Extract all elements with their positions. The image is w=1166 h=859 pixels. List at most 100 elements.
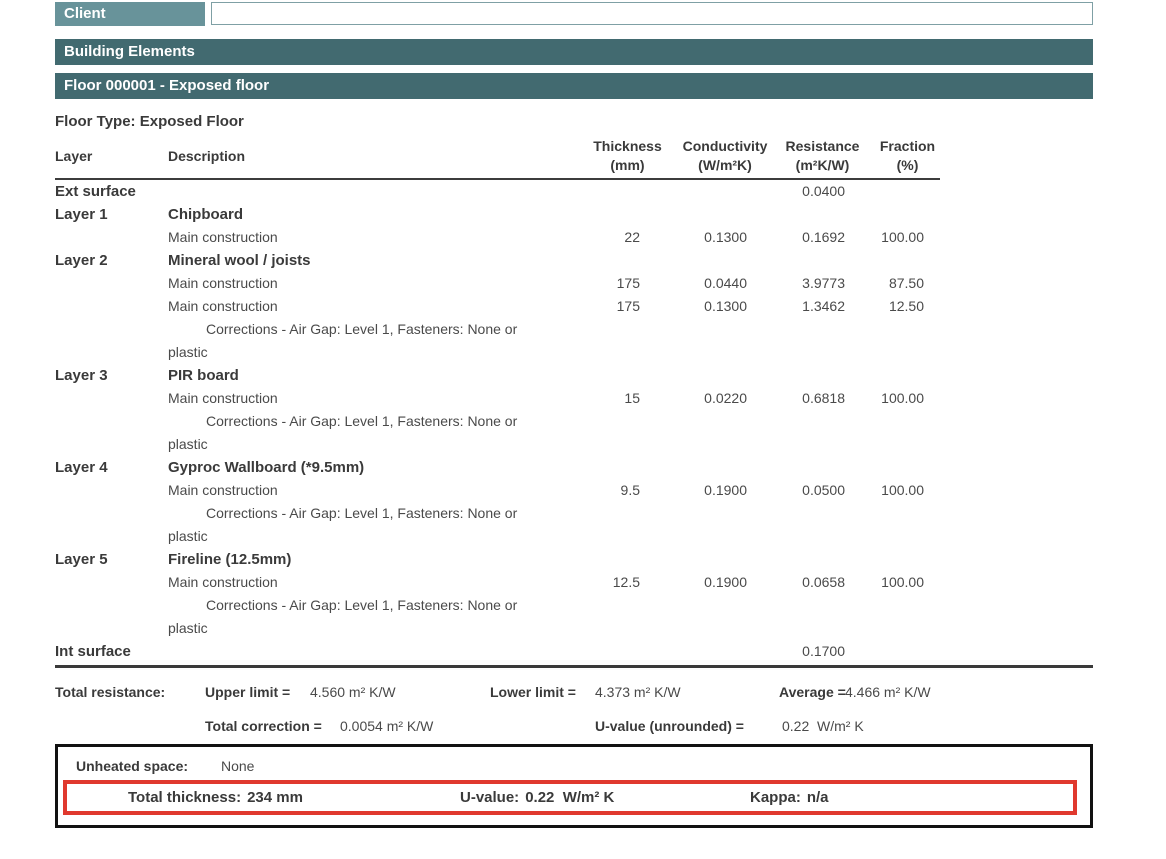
conductivity-cell: [680, 640, 770, 663]
col-header-layer: Layer: [55, 147, 93, 164]
layer-cell: [55, 410, 168, 456]
uvalue-unrounded-label: U-value (unrounded) =: [595, 718, 744, 734]
layer-cell: [55, 502, 168, 548]
client-input[interactable]: [211, 2, 1093, 25]
correction-note: Corrections - Air Gap: Level 1, Fastener…: [168, 502, 940, 548]
uvalue-item: U-value: 0.22 W/m² K: [460, 784, 614, 811]
report-page: Client Building Elements Floor 000001 - …: [55, 2, 1093, 828]
resistance-value: 3.9773: [802, 275, 845, 291]
upper-limit-value: 4.560 m² K/W: [310, 684, 396, 700]
conductivity-value: 0.1900: [704, 482, 747, 498]
layer-label: Layer 4: [55, 459, 108, 476]
table-body: Ext surface 0.0400 Layer 1 Chipboard Main co…: [55, 180, 940, 663]
fraction-value: 100.00: [881, 482, 924, 498]
layer-description: Mineral wool / joists: [168, 252, 311, 269]
thickness-cell: [575, 180, 680, 203]
kappa-item: Kappa: n/a: [750, 784, 829, 811]
surface-label: Ext surface: [55, 183, 136, 200]
totals-section: Total resistance: Upper limit = 4.560 m²…: [55, 684, 1093, 742]
layer-label: Layer 2: [55, 252, 108, 269]
table-row-construction: Main construction 15 0.0220 0.6818 100.00: [55, 387, 940, 410]
table-row-correction: Corrections - Air Gap: Level 1, Fastener…: [55, 318, 940, 364]
construction-description: Main construction: [168, 390, 278, 406]
col-header-fraction: Fraction (%): [875, 137, 940, 175]
table-row-construction: Main construction 22 0.1300 0.1692 100.00: [55, 226, 940, 249]
layer-cell: [55, 387, 168, 410]
conductivity-value: 0.0220: [704, 390, 747, 406]
thickness-value: 175: [616, 298, 640, 314]
layer-cell: [55, 226, 168, 249]
layer-cell: [55, 272, 168, 295]
table-row-layer: Layer 3 PIR board: [55, 364, 940, 387]
kappa-label: Kappa:: [750, 789, 801, 806]
uvalue-label: U-value:: [460, 789, 520, 806]
average-value: 4.466 m² K/W: [845, 684, 931, 700]
table-row-correction: Corrections - Air Gap: Level 1, Fastener…: [55, 502, 940, 548]
thickness-value: 15: [624, 390, 640, 406]
table-row-construction: Main construction 9.5 0.1900 0.0500 100.00: [55, 479, 940, 502]
layer-cell: [55, 295, 168, 318]
correction-line1: Corrections - Air Gap: Level 1, Fastener…: [206, 413, 518, 429]
table-row-surface: Ext surface 0.0400: [55, 180, 940, 203]
correction-line2: plastic: [168, 620, 208, 636]
uvalue-unrounded-value: 0.22 W/m² K: [782, 718, 864, 734]
table-row-construction: Main construction 175 0.1300 1.3462 12.50: [55, 295, 940, 318]
thickness-value: 12.5: [612, 574, 640, 590]
section-header-floor: Floor 000001 - Exposed floor: [55, 73, 1093, 99]
conductivity-value: 0.1300: [704, 229, 747, 245]
fraction-value: 12.50: [888, 298, 924, 314]
thickness-cell: [575, 640, 680, 663]
col-header-description: Description: [168, 147, 246, 164]
construction-description: Main construction: [168, 298, 278, 314]
correction-line1: Corrections - Air Gap: Level 1, Fastener…: [206, 597, 518, 613]
layer-description: Fireline (12.5mm): [168, 551, 292, 568]
table-row-layer: Layer 2 Mineral wool / joists: [55, 249, 940, 272]
resistance-value: 1.3462: [802, 298, 845, 314]
fraction-cell: [875, 180, 940, 203]
col-header-thickness-unit: (mm): [610, 157, 645, 173]
col-header-thickness-name: Thickness: [593, 138, 662, 154]
conductivity-value: 0.1300: [704, 298, 747, 314]
correction-line2: plastic: [168, 436, 208, 452]
resistance-value: 0.0400: [802, 183, 845, 199]
layer-label: Layer 1: [55, 206, 108, 223]
layer-cell: [55, 318, 168, 364]
table-header-row: Layer Description Thickness (mm) Conduct…: [55, 137, 940, 180]
col-header-conductivity-unit: (W/m²K): [698, 157, 752, 173]
kappa-value: n/a: [806, 789, 829, 806]
conductivity-cell: [680, 180, 770, 203]
col-header-resistance: Resistance (m²K/W): [770, 137, 875, 175]
fraction-value: 87.50: [888, 275, 924, 291]
total-thickness-label: Total thickness:: [128, 789, 242, 806]
resistance-value: 0.0500: [802, 482, 845, 498]
correction-note: Corrections - Air Gap: Level 1, Fastener…: [168, 318, 940, 364]
uvalue-value: 0.22 W/m² K: [525, 789, 615, 806]
fraction-value: 100.00: [881, 229, 924, 245]
table-row-construction: Main construction 12.5 0.1900 0.0658 100.00: [55, 571, 940, 594]
description-cell: [168, 640, 575, 663]
floor-type-label: Floor Type: Exposed Floor: [55, 113, 244, 130]
total-resistance-label: Total resistance:: [55, 684, 166, 700]
table-bottom-rule: [55, 665, 1093, 668]
total-correction-label: Total correction =: [205, 718, 322, 734]
correction-note: Corrections - Air Gap: Level 1, Fastener…: [168, 594, 940, 640]
surface-label: Int surface: [55, 643, 131, 660]
client-row: Client: [55, 2, 1093, 26]
resistance-value: 0.1692: [802, 229, 845, 245]
layers-table: Layer Description Thickness (mm) Conduct…: [55, 137, 940, 663]
construction-description: Main construction: [168, 229, 278, 245]
table-row-construction: Main construction 175 0.0440 3.9773 87.50: [55, 272, 940, 295]
layer-cell: [55, 594, 168, 640]
col-header-resistance-name: Resistance: [785, 138, 860, 154]
description-cell: [168, 180, 575, 203]
highlighted-results-box: Total thickness: 234 mm U-value: 0.22 W/m²…: [63, 780, 1077, 815]
layer-cell: [55, 571, 168, 594]
correction-note: Corrections - Air Gap: Level 1, Fastener…: [168, 410, 940, 456]
construction-description: Main construction: [168, 574, 278, 590]
correction-line2: plastic: [168, 528, 208, 544]
layer-label: Layer 5: [55, 551, 108, 568]
construction-description: Main construction: [168, 275, 278, 291]
resistance-value: 0.6818: [802, 390, 845, 406]
fraction-value: 100.00: [881, 390, 924, 406]
conductivity-value: 0.1900: [704, 574, 747, 590]
